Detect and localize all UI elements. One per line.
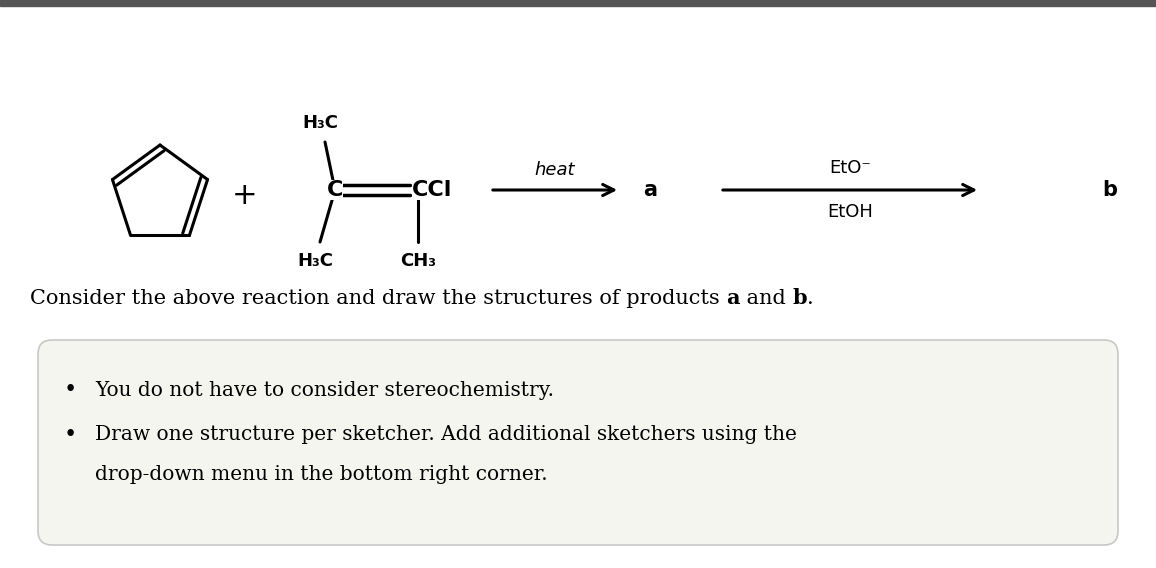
Text: H₃C: H₃C [297, 252, 333, 270]
Text: Draw one structure per sketcher. Add additional sketchers using the: Draw one structure per sketcher. Add add… [95, 425, 796, 445]
FancyBboxPatch shape [38, 340, 1118, 545]
Text: b: b [792, 288, 807, 308]
Text: a: a [726, 288, 740, 308]
Text: •: • [64, 379, 76, 401]
Text: •: • [64, 424, 76, 446]
Text: a: a [643, 180, 657, 200]
Text: drop-down menu in the bottom right corner.: drop-down menu in the bottom right corne… [95, 466, 548, 485]
Text: .: . [807, 289, 814, 307]
Bar [0, 0, 1156, 6]
Text: You do not have to consider stereochemistry.: You do not have to consider stereochemis… [95, 381, 554, 399]
Text: CCl: CCl [412, 180, 452, 200]
Text: EtO⁻: EtO⁻ [829, 159, 870, 177]
Text: EtOH: EtOH [827, 203, 873, 221]
Text: and: and [740, 289, 792, 307]
Text: +: + [232, 181, 258, 210]
Text: Consider the above reaction and draw the structures of products: Consider the above reaction and draw the… [30, 289, 726, 307]
Text: H₃C: H₃C [302, 114, 338, 132]
Text: CH₃: CH₃ [400, 252, 436, 270]
Text: heat: heat [535, 161, 576, 179]
Text: b: b [1103, 180, 1118, 200]
Text: C: C [327, 180, 343, 200]
